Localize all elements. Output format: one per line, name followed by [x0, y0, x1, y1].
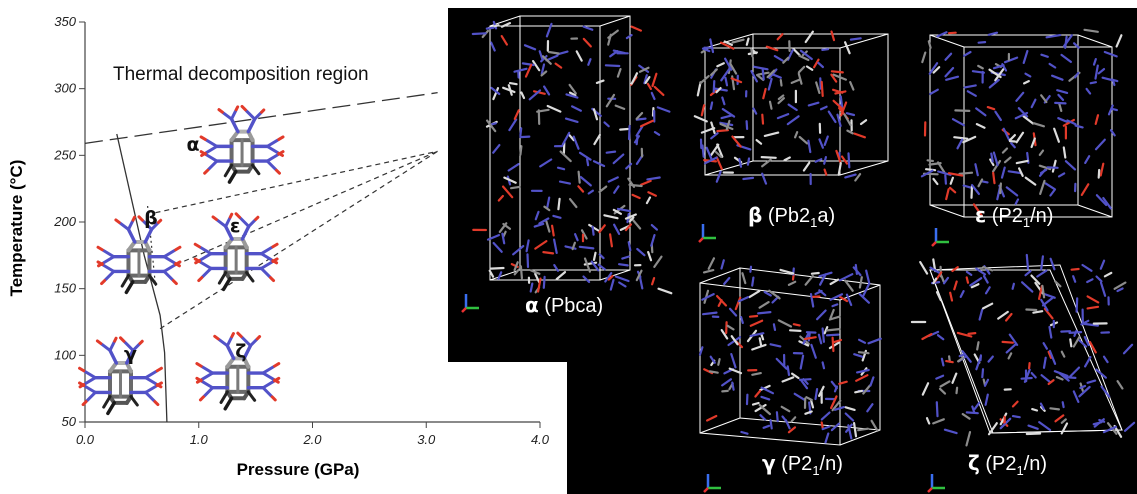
x-tick-label: 1.0	[190, 432, 209, 447]
phase-boundary-dashed	[159, 150, 438, 330]
x-tick-label: 4.0	[531, 432, 550, 447]
phase-molecule-icon	[193, 212, 279, 292]
phase-label: ζ	[235, 340, 246, 362]
axis-triad-icon	[698, 224, 716, 243]
plot-axes: 50 100 150 200 250 300 350 0.0 1.0 2.0 3.0 4.0 Pre…	[7, 14, 550, 479]
phase-molecule-icon	[199, 104, 285, 184]
phase-molecule-icon	[96, 215, 182, 295]
decomposition-boundary-line	[84, 92, 438, 144]
phase-boundary-dashed	[155, 150, 438, 214]
y-tick-label: 200	[53, 214, 76, 229]
phase-boundary-solid	[116, 133, 168, 423]
crystal-structure-alpha	[461, 15, 673, 313]
crystal-structure-epsilon	[920, 28, 1123, 247]
y-tick-label: 150	[54, 281, 76, 296]
phase-label: α	[187, 134, 200, 156]
crystal-structure-zeta	[910, 253, 1136, 493]
crystal-caption-zeta: ζ (P21/n)	[968, 451, 1047, 478]
y-tick-label: 350	[54, 14, 76, 29]
phase-label: γ	[124, 343, 137, 365]
decomposition-region-label: Thermal decomposition region	[113, 64, 369, 85]
crystal-caption-gamma: γ (P21/n)	[762, 451, 843, 478]
axis-triad-icon	[931, 228, 949, 247]
phase-molecule-icon	[195, 331, 281, 411]
y-tick-label: 300	[54, 81, 76, 96]
crystal-caption-beta: β (Pb21a)	[748, 203, 835, 230]
axis-triad-icon	[703, 474, 721, 493]
y-axis-label: Temperature (°C)	[7, 160, 26, 297]
x-tick-label: 0.0	[76, 432, 95, 447]
crystal-structure-gamma	[698, 257, 882, 493]
phase-molecule-icon	[78, 336, 163, 416]
y-tick-label: 50	[62, 414, 77, 429]
phase-label: ε	[230, 215, 241, 237]
axis-triad-icon	[927, 474, 945, 493]
y-tick-label: 100	[54, 347, 76, 362]
x-axis-label: Pressure (GPa)	[237, 460, 360, 479]
x-tick-label: 2.0	[302, 432, 322, 447]
axis-triad-icon	[461, 294, 479, 313]
crystal-structure-beta	[693, 30, 889, 243]
x-tick-label: 3.0	[417, 432, 436, 447]
y-tick-label: 250	[53, 147, 76, 162]
crystal-caption-epsilon: ε (P21/n)	[975, 203, 1053, 230]
crystal-caption-alpha: α (Pbca)	[525, 293, 603, 317]
phase-label: β	[144, 207, 158, 229]
phase-boundary-dashed	[175, 150, 438, 266]
